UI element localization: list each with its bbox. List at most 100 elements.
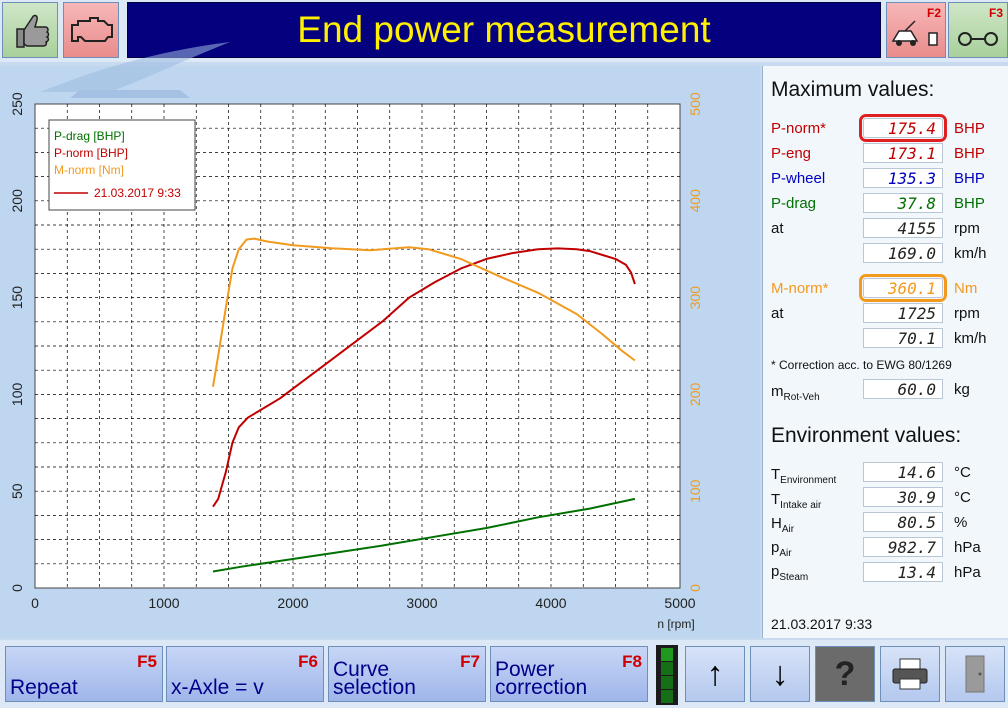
p-wheel-value: 135.3 bbox=[863, 168, 943, 188]
thumbs-up-button[interactable] bbox=[2, 2, 58, 58]
x-tick-label: 3000 bbox=[406, 595, 437, 611]
y-left-tick-label: 0 bbox=[9, 584, 25, 592]
y-right-tick-label: 500 bbox=[687, 92, 703, 116]
t-intake-unit: °C bbox=[954, 489, 971, 506]
traffic-light-green bbox=[661, 648, 673, 661]
repeat-button[interactable]: F5 Repeat bbox=[5, 646, 163, 702]
p-at-label: at bbox=[771, 220, 784, 237]
y-right-tick-label: 200 bbox=[687, 383, 703, 407]
x-tick-label: 2000 bbox=[277, 595, 308, 611]
series-p-norm bbox=[212, 247, 636, 508]
p-drag-value: 37.8 bbox=[863, 193, 943, 213]
t-env-label: TEnvironment bbox=[771, 466, 837, 486]
arrow-up-icon: ↑ bbox=[706, 654, 724, 693]
f2-button[interactable]: F2 bbox=[886, 2, 946, 58]
m-norm-value: 360.1 bbox=[859, 274, 947, 302]
p-wheel-label: P-wheel bbox=[771, 170, 826, 187]
help-button[interactable]: ? bbox=[815, 646, 875, 702]
m-at-label: at bbox=[771, 305, 784, 322]
legend-date: 21.03.2017 9:33 bbox=[94, 186, 181, 200]
measurement-datetime: 21.03.2017 9:33 bbox=[771, 616, 873, 632]
traffic-light bbox=[656, 645, 678, 705]
legend-entry: P-norm [BHP] bbox=[54, 146, 128, 160]
p-air-unit: hPa bbox=[954, 539, 981, 556]
rollers-icon bbox=[958, 32, 998, 46]
x-tick-label: 5000 bbox=[664, 595, 695, 611]
p-eng-unit: BHP bbox=[954, 145, 985, 162]
mrot-value: 60.0 bbox=[863, 379, 943, 399]
power-correction-label: Power correction bbox=[495, 658, 588, 699]
m-at-rpm-value: 1725 bbox=[863, 303, 943, 323]
p-eng-label: P-eng bbox=[771, 145, 812, 162]
legend-box bbox=[48, 119, 196, 211]
exit-button[interactable] bbox=[945, 646, 1005, 702]
x-tick-label: 4000 bbox=[535, 595, 566, 611]
correction-note: * Correction acc. to EWG 80/1269 bbox=[771, 358, 952, 372]
h-air-value: 80.5 bbox=[863, 512, 943, 532]
t-env-value: 14.6 bbox=[863, 462, 943, 482]
p-steam-value: 13.4 bbox=[863, 562, 943, 582]
power-correction-button[interactable]: F8 Power correction bbox=[490, 646, 648, 702]
y-left-tick-label: 200 bbox=[9, 189, 25, 213]
y-left-tick-label: 100 bbox=[9, 383, 25, 407]
y-left-tick-label: 250 bbox=[9, 92, 25, 116]
x-tick-label: 1000 bbox=[148, 595, 179, 611]
mrot-unit: kg bbox=[954, 381, 970, 398]
curve-selection-label: Curve selection bbox=[333, 658, 416, 699]
y-right-tick-label: 100 bbox=[687, 479, 703, 503]
door-icon bbox=[965, 655, 985, 693]
m-at-speed-unit: km/h bbox=[954, 330, 987, 347]
legend-entry: P-drag [BHP] bbox=[54, 129, 125, 143]
series-m-norm bbox=[212, 237, 636, 387]
p-air-label: pAir bbox=[771, 539, 792, 559]
x-axle-button[interactable]: F6 x-Axle = v bbox=[166, 646, 324, 702]
scroll-up-button[interactable]: ↑ bbox=[685, 646, 745, 702]
h-air-label: HAir bbox=[771, 515, 795, 535]
f2-key-label: F2 bbox=[926, 6, 941, 20]
p-steam-label: pSteam bbox=[771, 563, 809, 583]
f6-key-label: F6 bbox=[298, 652, 318, 671]
p-air-value: 982.7 bbox=[863, 537, 943, 557]
p-at-speed-value: 169.0 bbox=[863, 243, 943, 263]
thumbs-up-icon bbox=[16, 14, 50, 48]
f7-key-label: F7 bbox=[460, 652, 480, 671]
series-p-drag bbox=[212, 497, 636, 573]
m-at-speed-value: 70.1 bbox=[863, 328, 943, 348]
max-values-title: Maximum values: bbox=[771, 78, 935, 101]
help-icon: ? bbox=[834, 654, 856, 693]
y-left-tick-label: 150 bbox=[9, 286, 25, 310]
t-env-unit: °C bbox=[954, 464, 971, 481]
x-tick-label: 0 bbox=[31, 595, 39, 611]
print-button[interactable] bbox=[880, 646, 940, 702]
y-right-tick-label: 0 bbox=[687, 584, 703, 592]
p-wheel-unit: BHP bbox=[954, 170, 985, 187]
t-intake-label: TIntake air bbox=[771, 491, 822, 511]
p-at-rpm-unit: rpm bbox=[954, 220, 980, 237]
p-norm-label: P-norm* bbox=[771, 120, 827, 137]
m-at-rpm-unit: rpm bbox=[954, 305, 980, 322]
pke-logo bbox=[40, 42, 230, 98]
f5-key-label: F5 bbox=[137, 652, 157, 671]
m-norm-unit: Nm bbox=[954, 280, 978, 297]
traffic-light-segment-2 bbox=[661, 662, 673, 675]
power-chart: 0 1000 2000 3000 4000 5000 0 50 100 150 200 250 0 100… bbox=[9, 92, 703, 631]
p-norm-value: 175.4 bbox=[859, 114, 947, 142]
f3-button[interactable]: F3 bbox=[948, 2, 1008, 58]
engine-button[interactable] bbox=[63, 2, 119, 58]
arrow-down-icon: ↓ bbox=[771, 654, 789, 693]
y-right-tick-label: 300 bbox=[687, 286, 703, 310]
values-panel: Maximum values: P-norm* 175.4 BHP P-eng … bbox=[762, 66, 1008, 638]
scroll-down-button[interactable]: ↓ bbox=[750, 646, 810, 702]
p-norm-unit: BHP bbox=[954, 120, 985, 137]
p-steam-unit: hPa bbox=[954, 564, 981, 581]
t-intake-value: 30.9 bbox=[863, 487, 943, 507]
mrot-label: mRot-Veh bbox=[771, 383, 820, 403]
x-axle-label: x-Axle = v bbox=[171, 676, 264, 699]
p-at-rpm-value: 4155 bbox=[863, 218, 943, 238]
curve-selection-button[interactable]: F7 Curve selection bbox=[328, 646, 486, 702]
m-norm-label: M-norm* bbox=[771, 280, 829, 297]
p-eng-value: 173.1 bbox=[863, 143, 943, 163]
traffic-light-segment-4 bbox=[661, 690, 673, 703]
f3-key-label: F3 bbox=[988, 6, 1003, 20]
tow-truck-icon bbox=[891, 20, 938, 46]
